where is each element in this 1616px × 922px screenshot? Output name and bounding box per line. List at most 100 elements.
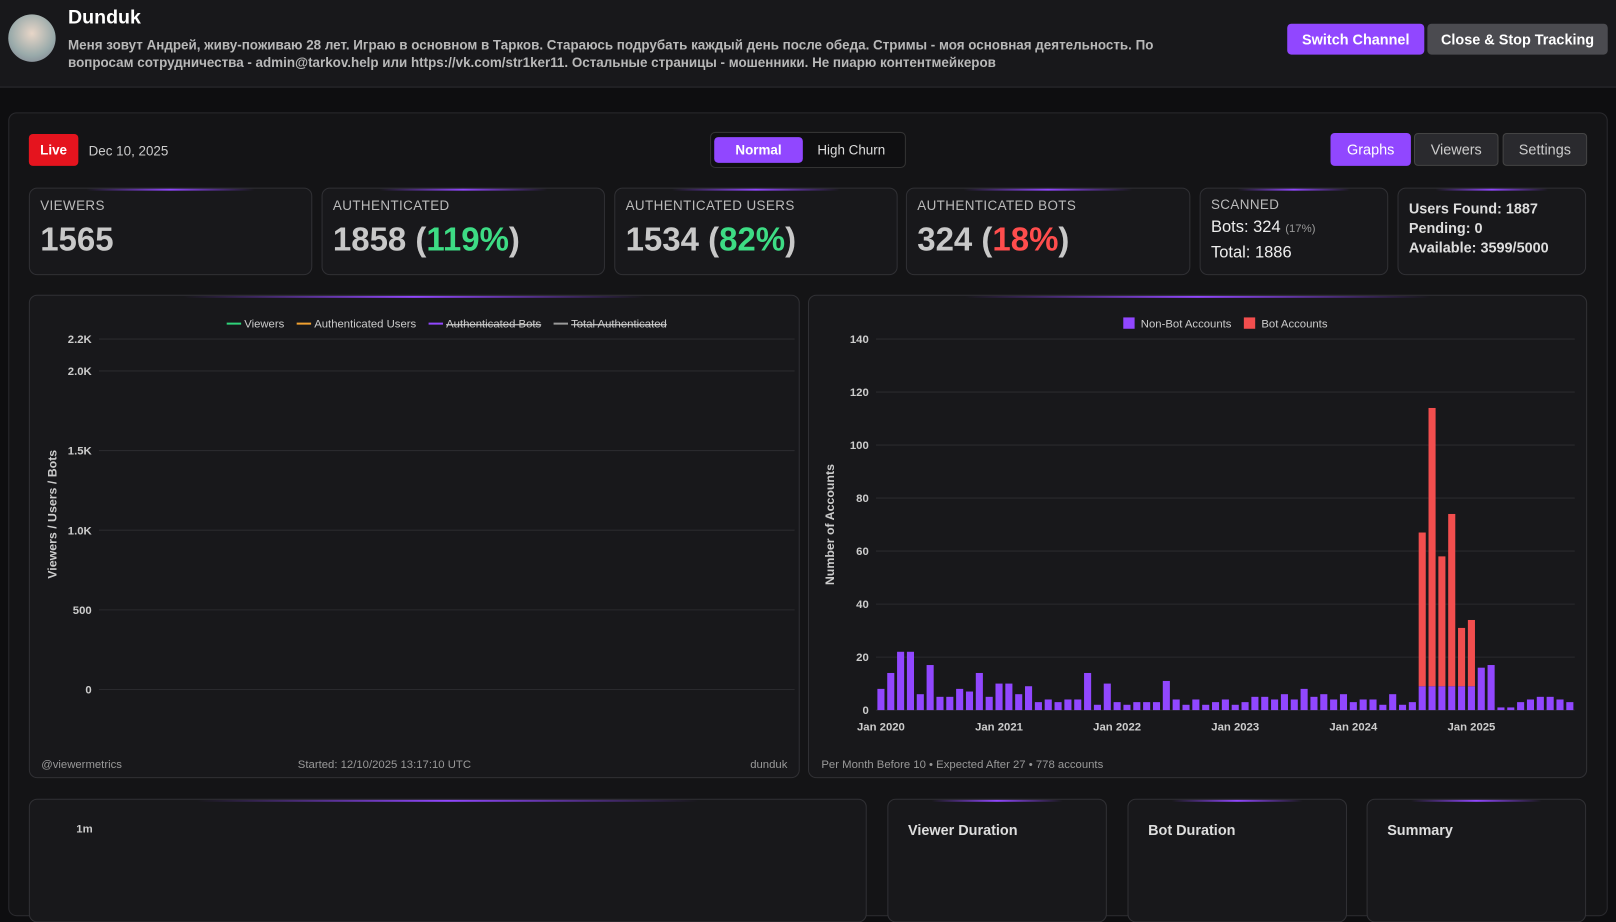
chart-footer: Started: 12/10/2025 13:17:10 UTC <box>298 759 471 771</box>
scanned-label: SCANNED <box>1210 196 1280 213</box>
y-tick-label: 2.0K <box>68 366 93 378</box>
bar-segment <box>1458 627 1466 687</box>
bar-segment <box>1025 686 1033 711</box>
stop-tracking-button[interactable]: Close & Stop Tracking <box>1427 23 1608 55</box>
bar-segment <box>1349 702 1357 711</box>
legend-label[interactable]: Total Authenticated <box>571 319 667 331</box>
legend-label[interactable]: Non-Bot Accounts <box>1141 319 1232 331</box>
legend-label[interactable]: Viewers <box>244 319 284 331</box>
stat-card: AUTHENTICATED USERS 1534 (82%) <box>614 187 898 276</box>
bar-segment <box>1320 694 1328 711</box>
tab-button[interactable]: Viewers <box>1413 132 1499 166</box>
bar-segment <box>1310 696 1318 711</box>
summary-card: Summary <box>1366 798 1587 922</box>
stat-value-row: 324 (18%) <box>917 221 1069 259</box>
channel-bio: Меня зовут Андрей, живу-поживаю 28 лет. … <box>68 37 1154 71</box>
y-tick-label: 100 <box>850 440 869 452</box>
bar-segment <box>1300 688 1308 711</box>
bar-segment <box>1408 702 1416 711</box>
y-tick-label: 0 <box>85 685 91 697</box>
bar-segment <box>1477 667 1485 711</box>
bar-segment <box>1487 665 1495 711</box>
x-tick-label: Jan 2020 <box>857 722 905 734</box>
bar-segment <box>1152 702 1161 711</box>
legend-label[interactable]: Authenticated Bots <box>446 319 541 331</box>
y-tick-label: 140 <box>850 334 869 346</box>
bar-segment <box>1005 683 1013 711</box>
scanned-total: Total: 1886 <box>1210 244 1292 262</box>
bar-segment <box>1566 702 1574 711</box>
tab-button[interactable]: Graphs <box>1330 132 1411 166</box>
legend: Viewers Authenticated Users Authenticated … <box>226 319 667 331</box>
bar-segment <box>1448 686 1456 711</box>
bar-segment <box>1064 699 1072 711</box>
card-title: Bot Duration <box>1148 821 1236 838</box>
legend-label[interactable]: Bot Accounts <box>1261 319 1327 331</box>
y-tick-label: 2.2K <box>68 334 93 346</box>
viewers-chart-card: 0 500 1.0K 1.5K 2.0K 2.2K Viewers / Users / Bo… <box>28 294 800 779</box>
bar-segment <box>1261 696 1269 711</box>
bar-segment <box>1103 683 1111 711</box>
capacity-line: Available: 3599/5000 <box>1408 239 1549 256</box>
scanned-card: SCANNED Bots: 324 (17%) Total: 1886 <box>1199 187 1389 276</box>
bar-segment <box>1467 686 1475 711</box>
card-title: Viewer Duration <box>907 821 1018 838</box>
x-tick-label: Jan 2024 <box>1329 722 1378 734</box>
channel-name: Dunduk <box>68 7 141 29</box>
stat-card: AUTHENTICATED BOTS 324 (18%) <box>905 187 1191 276</box>
mode-button[interactable]: Normal <box>714 137 803 163</box>
capacity-card: Users Found: 1887 Pending: 0 Available: 35… <box>1397 187 1587 276</box>
bar-segment <box>1507 707 1515 711</box>
bar-segment <box>1428 686 1436 711</box>
x-tick-label: Jan 2025 <box>1447 722 1495 734</box>
bar-segment <box>956 688 964 711</box>
bar-segment <box>1398 704 1407 711</box>
bar-segment <box>1448 513 1456 687</box>
chart-footer: dunduk <box>750 759 788 771</box>
bar-segment <box>985 696 993 711</box>
bar-segment <box>926 665 934 711</box>
y-tick-label: 1.5K <box>68 446 93 458</box>
stat-value-row: 1565 <box>40 221 113 259</box>
accounts-chart-card: 0 20 40 60 80 100 120 140 Number of Accounts Non-… <box>807 294 1588 779</box>
switch-channel-button[interactable]: Switch Channel <box>1287 23 1425 55</box>
stat-percent: (18%) <box>981 220 1070 258</box>
capacity-line: Users Found: 1887 <box>1408 199 1538 217</box>
bar-segment <box>1015 694 1023 711</box>
mode-button[interactable]: High Churn <box>817 142 886 158</box>
stat-value: 1565 <box>40 220 114 258</box>
bar-segment <box>1389 694 1397 711</box>
bar-segment <box>1211 702 1220 711</box>
bar-segment <box>1290 699 1298 711</box>
chart-footer: Per Month Before 10 • Expected After 27 … <box>821 759 1103 771</box>
bar-segment <box>1497 707 1505 711</box>
bar-segment <box>1074 699 1082 711</box>
bar-segment <box>1271 699 1279 711</box>
bar-segment <box>1438 686 1446 711</box>
legend-label[interactable]: Authenticated Users <box>314 319 416 331</box>
legend: Non-Bot Accounts Bot Accounts <box>1123 317 1328 331</box>
bar-segment <box>1202 704 1210 711</box>
tab-button[interactable]: Settings <box>1502 132 1588 166</box>
bar-segment <box>1231 704 1239 711</box>
bar-segment <box>1162 680 1170 711</box>
bar-segment <box>1241 702 1249 711</box>
bar-segment <box>877 688 885 711</box>
bar-segment <box>975 672 983 711</box>
x-tick-label: Jan 2022 <box>1093 722 1141 734</box>
stat-value: 324 <box>917 220 973 258</box>
bar-segment <box>1182 704 1190 711</box>
bar-segment <box>1143 702 1151 711</box>
bar-segment <box>1418 532 1426 687</box>
bar-segment <box>1172 699 1180 711</box>
bar-segment <box>1458 686 1466 711</box>
y-tick-label: 60 <box>856 546 869 558</box>
bar-segment <box>1192 699 1200 711</box>
bar-segment <box>1084 672 1092 711</box>
y-axis-title: Viewers / Users / Bots <box>46 450 60 579</box>
date: Dec 10, 2025 <box>88 143 169 159</box>
stat-card: VIEWERS 1565 <box>28 187 313 276</box>
bar-segment <box>1428 407 1436 687</box>
